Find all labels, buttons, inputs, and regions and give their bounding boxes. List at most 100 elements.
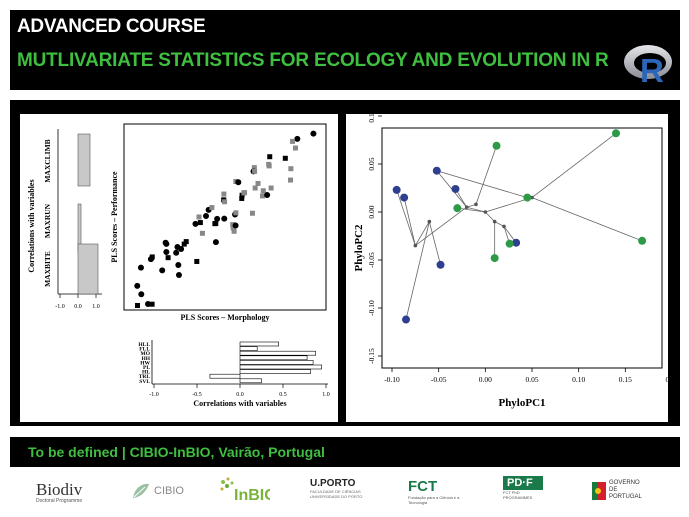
morph-bar [239,369,311,374]
point-green [490,254,499,263]
morph-var-label: TRL [139,374,151,380]
pls-point [222,199,228,205]
pls-point [288,166,294,172]
pls-point [203,212,210,219]
inbio-dots-icon: InBIO [220,477,277,504]
morph-var-label: HL [142,370,150,376]
pls-point [310,130,317,137]
morph-tick: 0.5 [279,392,287,398]
pls-figure: -1.0 0.0 1.0 MAXCLIMB MAXRUN MAXBITE Cor… [20,114,338,422]
tree-branch [415,206,467,246]
footer-banner: To be defined | CIBIO-InBIO, Vairão, Por… [10,437,680,467]
pls-point [260,188,266,194]
pls-point [230,222,236,228]
pls-point [163,249,170,256]
y-tick-label: -0.05 [367,252,376,268]
pls-point [233,210,239,216]
pls-point [212,239,219,246]
ancestral-node [492,219,497,224]
perf-corr-ylabel: Correlations with variables [27,179,36,272]
pls-point [134,282,141,289]
morph-tick: 0.0 [236,392,244,398]
pls-point [266,163,272,169]
morph-tick: -0.5 [192,392,202,398]
pls-point [288,177,294,183]
course-title: MUTLIVARIATE STATISTICS FOR ECOLOGY AND … [17,50,609,71]
pls-point [282,155,288,161]
pls-point [251,165,257,171]
pls-point [268,185,274,191]
bar-maxclimb [77,133,91,187]
point-green [505,239,514,248]
tree-branch [403,197,416,246]
inbio-logo: InBIO [218,476,277,509]
point-blue [432,166,441,175]
morph-var-label: SVL [139,379,150,385]
ancestral-node [413,243,418,248]
tree-branch [485,211,495,222]
perf-tick: -1.0 [55,304,65,310]
morph-bar [239,350,316,356]
pls-scatter: PLS Scores – Morphology PLS Scores – Per… [110,123,327,322]
point-green [612,129,620,138]
pls-point [199,230,205,236]
point-green [453,204,462,213]
pls-point [252,185,258,191]
pls-point [149,301,155,307]
tree-branch [436,170,528,198]
morph-bar [239,341,280,347]
point-green [523,193,532,202]
morph-bar [239,364,322,370]
uporto-logo: U.PORTO FACULDADE DE CIÊNCIAS UNIVERSIDA… [310,478,363,499]
pls-point [138,291,145,298]
pls-point [249,210,255,216]
pls-figure-svg: -1.0 0.0 1.0 MAXCLIMB MAXRUN MAXBITE Cor… [27,123,330,408]
pls-point [192,220,199,227]
pls-point [267,154,273,160]
pls-point [147,256,154,263]
y-tick-label: -0.15 [367,348,376,364]
point-blue [436,260,445,269]
ancestral-node [483,210,488,214]
x-tick-label: 0.00 [479,375,492,384]
var-maxbite: MAXBITE [43,251,52,287]
morph-var-label: PL [143,365,150,371]
ancestral-node [464,205,469,209]
svg-text:InBIO: InBIO [234,487,270,504]
x-tick-label: 0.05 [525,375,538,384]
fct-logo: FCT Fundação para a Ciência e a Tecnolog… [408,478,460,505]
gov-portugal-logo: GOVERNO DE PORTUGAL [592,480,649,501]
pls-point [209,205,215,211]
pls-point [294,135,301,142]
tree-branch [405,221,430,320]
pls-point [221,215,228,222]
pls-point [221,191,227,197]
tree-branch [396,189,416,246]
pls-point [290,138,296,144]
biodiv-logo: Biodiv Doctoral Programme [36,480,83,504]
morph-bar [239,360,314,365]
tree-branch [531,197,643,242]
pls-point [260,193,266,199]
point-blue [451,184,460,193]
pls-point [252,168,258,174]
pls-point [165,255,171,261]
morph-bar [239,355,308,361]
x-tick-label: -0.05 [431,375,447,384]
cibio-logo: CIBIO [130,480,184,502]
pls-point [235,179,242,186]
pls-point [173,249,180,256]
morph-corr-xlabel: Correlations with variables [193,399,286,408]
y-tick-label: 0.05 [367,157,376,170]
course-location: To be defined | CIBIO-InBIO, Vairão, Por… [28,444,325,460]
morph-var-label: HW [140,360,150,366]
point-green [638,236,647,245]
pls-xlabel: PLS Scores – Morphology [181,313,270,322]
morph-tick: -1.0 [149,392,159,398]
y-tick-label: 0.00 [367,205,376,218]
pls-point [135,302,141,308]
x-tick-label: -0.10 [384,375,400,384]
perf-tick: 0.0 [74,304,82,310]
pls-point [241,190,247,196]
y-axis-label: PhyloPC2 [353,224,365,272]
